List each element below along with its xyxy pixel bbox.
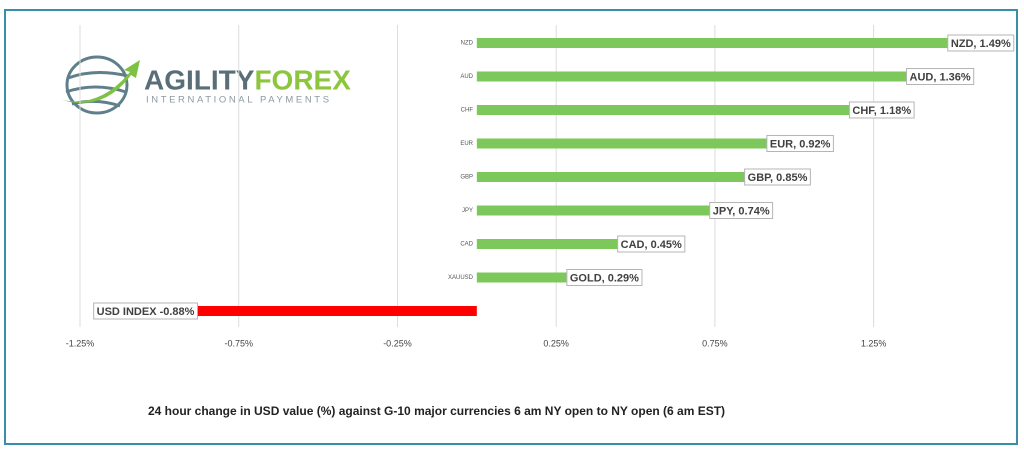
value-label-text: AUD, 1.36%	[910, 71, 971, 83]
value-label-box	[906, 68, 975, 85]
category-label: JPY	[462, 208, 473, 214]
caption: 24 hour change in USD value (%) against …	[148, 404, 725, 418]
brand-left: AGILITY	[144, 64, 255, 95]
bar	[476, 138, 769, 149]
logo-lines	[65, 71, 129, 108]
category-label: CHF	[461, 108, 474, 114]
x-tick-label: -0.75%	[224, 338, 253, 348]
category-label: EUR	[460, 141, 473, 147]
value-label-text: EUR, 0.92%	[770, 138, 831, 150]
x-tick-label: -0.25%	[383, 338, 412, 348]
value-label: NZD, 1.49%	[947, 34, 1015, 52]
value-label-box	[709, 202, 774, 219]
bar	[476, 71, 909, 82]
category-label: CAD	[460, 242, 473, 248]
value-label-text: GOLD, 0.29%	[570, 272, 639, 284]
bar	[476, 239, 620, 249]
value-label: GOLD, 0.29%	[566, 269, 643, 286]
value-label-box	[848, 101, 915, 119]
x-tick-label: 0.75%	[702, 338, 728, 348]
category-label: GBP	[460, 175, 473, 181]
value-label-text: GBP, 0.85%	[748, 172, 808, 184]
value-label: AUD, 1.36%	[906, 68, 975, 85]
bar	[476, 105, 852, 115]
bar	[197, 306, 477, 316]
category-label: XAUUSD	[448, 275, 474, 281]
value-label-box	[617, 235, 686, 253]
value-label: EUR, 0.92%	[766, 135, 834, 152]
bar	[476, 205, 712, 216]
value-label-text: CAD, 0.45%	[621, 239, 682, 251]
x-tick-label: 0.25%	[543, 338, 569, 348]
logo-swoosh	[62, 60, 140, 103]
category-label: AUD	[460, 74, 473, 80]
value-label: JPY, 0.74%	[709, 202, 774, 219]
value-label-text: NZD, 1.49%	[951, 38, 1011, 50]
value-label-text: CHF, 1.18%	[852, 105, 911, 117]
value-label-box	[744, 168, 811, 186]
value-label-box	[566, 269, 643, 286]
bar	[476, 38, 950, 48]
brand-right: FOREX	[254, 64, 351, 95]
logo: AGILITY FOREX INTERNATIONAL PAYMENTS	[62, 55, 351, 115]
value-label-box	[947, 34, 1015, 52]
value-label: GBP, 0.85%	[744, 168, 811, 186]
value-label-box	[766, 135, 834, 152]
x-tick-label: -1.25%	[66, 338, 95, 348]
value-label-text: USD INDEX -0.88%	[97, 306, 195, 318]
value-label-box	[93, 302, 198, 320]
bar	[476, 272, 569, 283]
frame	[4, 9, 1018, 445]
value-label: CAD, 0.45%	[617, 235, 686, 253]
x-tick-label: 1.25%	[861, 338, 887, 348]
logo-globe	[65, 55, 129, 115]
value-label: CHF, 1.18%	[848, 101, 915, 119]
value-label-text: JPY, 0.74%	[713, 205, 770, 217]
bar	[476, 172, 747, 182]
category-label: NZD	[461, 41, 474, 47]
tagline: INTERNATIONAL PAYMENTS	[146, 95, 332, 106]
value-label: USD INDEX -0.88%	[93, 302, 198, 320]
